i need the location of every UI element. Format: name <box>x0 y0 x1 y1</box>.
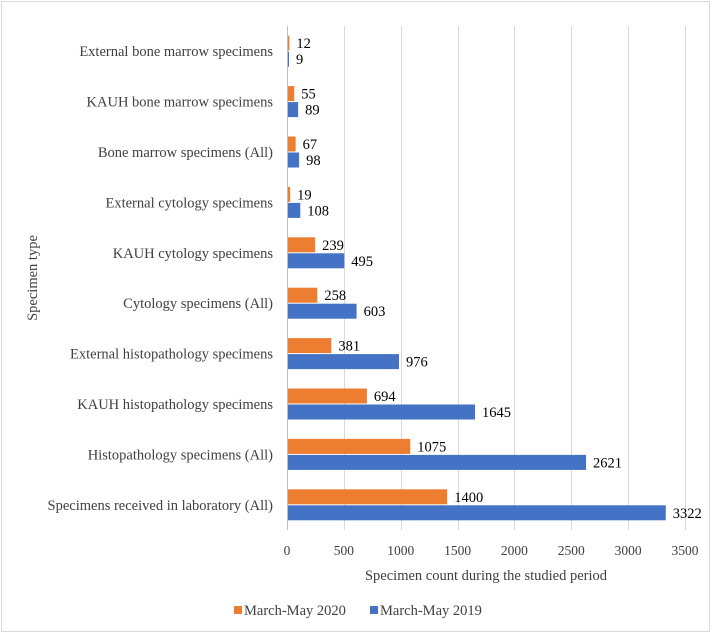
bar-2019-5 <box>288 303 357 319</box>
category-label-7: KAUH histopathology specimens <box>77 397 273 413</box>
bar-2019-1 <box>288 102 299 118</box>
category-label-2: Bone marrow specimens (All) <box>98 145 273 161</box>
x-tick-labels: 0 500 1000 1500 2000 2500 3000 3500 <box>284 543 699 558</box>
legend-swatch-2020 <box>234 606 242 614</box>
bar-2019-0 <box>288 51 290 67</box>
data-label-2019-4: 495 <box>351 254 373 270</box>
category-label-6: External histopathology specimens <box>70 347 273 363</box>
category-label-9: Specimens received in laboratory (All) <box>48 498 274 514</box>
bar-2020-4 <box>288 237 316 253</box>
bar-2019-8 <box>288 454 587 470</box>
category-label-8: Histopathology specimens (All) <box>88 447 273 463</box>
data-label-2019-0: 9 <box>296 52 303 68</box>
x-tick-500: 500 <box>334 543 355 558</box>
data-label-2019-3: 108 <box>307 203 329 219</box>
bar-series <box>288 35 666 521</box>
bar-2020-1 <box>288 86 295 102</box>
data-label-2020-1: 55 <box>301 87 316 103</box>
gridlines <box>344 26 686 530</box>
data-label-2020-0: 12 <box>296 36 311 52</box>
data-label-2019-8: 2621 <box>593 455 622 471</box>
x-axis-title: Specimen count during the studied period <box>365 568 608 584</box>
data-label-2020-9: 1400 <box>454 490 483 506</box>
data-label-2020-2: 67 <box>303 137 318 153</box>
x-tick-1000: 1000 <box>387 543 414 558</box>
data-label-2019-6: 976 <box>406 355 428 371</box>
data-label-2019-2: 98 <box>306 153 321 169</box>
legend-label-2019: March-May 2019 <box>380 603 482 619</box>
bar-2020-5 <box>288 287 318 303</box>
legend: March-May 2020 March-May 2019 <box>234 603 482 619</box>
data-label-2020-5: 258 <box>324 288 346 304</box>
data-label-2019-9: 3322 <box>673 506 702 522</box>
bar-2020-8 <box>288 438 411 454</box>
category-labels: External bone marrow specimens KAUH bone … <box>48 44 274 514</box>
data-label-2019-7: 1645 <box>482 405 511 421</box>
data-label-2019-5: 603 <box>364 304 386 320</box>
bar-2019-4 <box>288 253 345 269</box>
bar-2020-9 <box>288 489 448 505</box>
x-tick-3000: 3000 <box>615 543 642 558</box>
bar-2020-2 <box>288 136 296 152</box>
legend-label-2020: March-May 2020 <box>244 603 346 619</box>
category-label-3: External cytology specimens <box>105 195 273 211</box>
bar-2020-3 <box>288 186 291 202</box>
bar-2019-2 <box>288 152 300 168</box>
legend-swatch-2019 <box>370 606 378 614</box>
bar-2020-6 <box>288 338 332 354</box>
data-label-2020-7: 694 <box>374 389 397 405</box>
data-label-2020-6: 381 <box>338 339 360 355</box>
bar-2019-3 <box>288 202 301 218</box>
data-label-2020-3: 19 <box>297 187 312 203</box>
x-tick-3500: 3500 <box>672 543 699 558</box>
data-label-2020-8: 1075 <box>417 439 446 455</box>
bar-2019-7 <box>288 404 476 420</box>
category-label-1: KAUH bone marrow specimens <box>87 95 274 111</box>
bar-2019-9 <box>288 505 666 521</box>
bar-2019-6 <box>288 354 399 370</box>
x-tick-1500: 1500 <box>444 543 471 558</box>
bar-2020-0 <box>288 35 290 51</box>
data-label-2020-4: 239 <box>322 238 344 254</box>
y-axis-title: Specimen type <box>25 235 41 321</box>
category-label-4: KAUH cytology specimens <box>113 246 274 262</box>
data-label-2019-1: 89 <box>305 103 320 119</box>
x-tick-0: 0 <box>284 543 291 558</box>
bar-2020-7 <box>288 388 367 404</box>
x-tick-2500: 2500 <box>558 543 585 558</box>
category-label-0: External bone marrow specimens <box>79 44 273 60</box>
x-tick-2000: 2000 <box>501 543 528 558</box>
category-label-5: Cytology specimens (All) <box>123 296 273 312</box>
